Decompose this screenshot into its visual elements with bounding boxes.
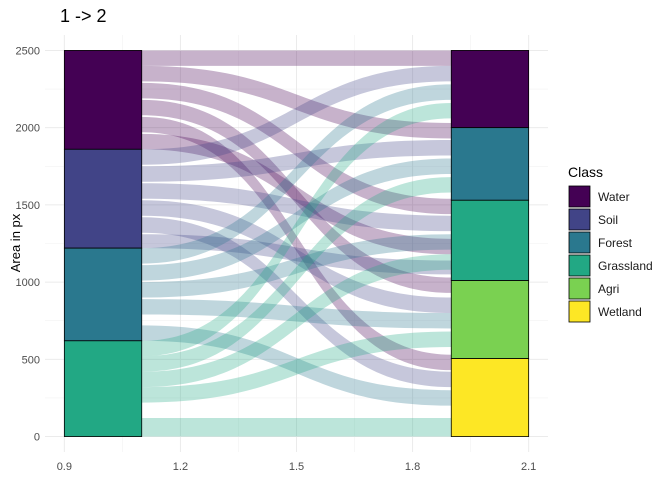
flow-band [141, 50, 452, 66]
flow-band [141, 418, 452, 437]
y-tick-label: 1000 [16, 277, 40, 289]
stratum-block [450, 199, 530, 281]
flow-band [141, 82, 452, 215]
flow-band [141, 102, 452, 357]
y-tick-label: 2500 [16, 45, 40, 57]
x-tick-label: 2.1 [521, 461, 536, 473]
flow-band [141, 65, 452, 139]
stratum-block [63, 148, 143, 249]
stratum-layer [63, 50, 530, 437]
flow-band [141, 331, 452, 403]
flow-band [141, 183, 452, 232]
legend-swatch [568, 277, 591, 300]
legend-label: Water [598, 190, 630, 204]
x-tick-label: 0.9 [57, 461, 72, 473]
legend-swatch [568, 254, 591, 277]
y-tick-label: 500 [22, 354, 40, 366]
legend-swatch [568, 300, 591, 323]
flow-band [141, 200, 452, 313]
stratum-block [63, 340, 143, 437]
flow-band [141, 158, 452, 281]
legend-label: Soil [598, 213, 618, 227]
y-tick-label: 2000 [16, 123, 40, 135]
flow-band [141, 254, 452, 388]
flow-band [141, 140, 452, 182]
flow-band [141, 325, 452, 406]
y-tick-label: 1500 [16, 200, 40, 212]
flow-band [141, 299, 452, 329]
flow-band [141, 65, 452, 165]
chart-title: 1 -> 2 [60, 6, 107, 26]
flow-band [141, 177, 452, 372]
flow-band [141, 84, 452, 264]
legend-label: Agri [598, 282, 619, 296]
flow-band [141, 234, 452, 275]
x-tick-label: 1.5 [289, 461, 304, 473]
stratum-block [450, 127, 530, 201]
axis-layer: 0.9 1.2 1.5 1.8 2.1 0 500 1000 1500 2000 2500 [16, 45, 537, 473]
flow-layer [141, 50, 452, 437]
legend: Class Water Soil Forest Grassland Agri Wetlan… [568, 164, 653, 323]
legend-label: Grassland [598, 259, 653, 273]
legend-swatch [568, 208, 591, 231]
legend-swatch [568, 231, 591, 254]
legend-label: Wetland [598, 305, 642, 319]
stratum-block [450, 358, 530, 437]
y-axis-title: Area in px [8, 213, 23, 272]
x-tick-label: 1.8 [405, 461, 420, 473]
flow-band [141, 116, 452, 371]
flow-band [141, 99, 452, 293]
legend-title: Class [568, 164, 603, 180]
stratum-block [63, 247, 143, 342]
flow-band [141, 234, 452, 298]
stratum-block [450, 280, 530, 359]
stratum-block [63, 50, 143, 150]
y-tick-label: 0 [34, 432, 40, 444]
x-tick-label: 1.2 [173, 461, 188, 473]
flow-band [141, 217, 452, 388]
stratum-block [450, 50, 530, 129]
legend-label: Forest [598, 236, 633, 250]
legend-swatch [568, 185, 591, 208]
flow-band [141, 133, 452, 255]
